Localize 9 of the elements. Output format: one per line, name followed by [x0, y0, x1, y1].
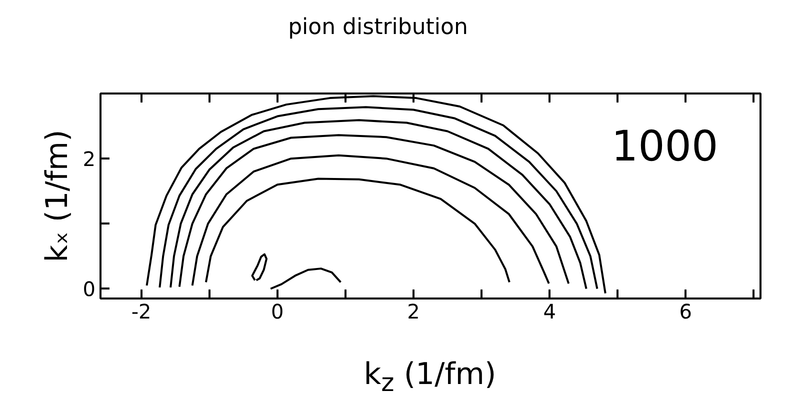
chart-title: pion distribution [288, 14, 468, 42]
y-axis-title: kₓ (1/fm) [40, 130, 75, 262]
x-axis-title: k$_{z}$ (1/fm) [364, 356, 496, 399]
x-tick-label: 0 [271, 300, 284, 324]
x-tick-label: -2 [131, 300, 152, 324]
x-tick-label: 6 [679, 300, 692, 324]
annotation: 1000 [611, 121, 718, 170]
x-tick-label: 4 [543, 300, 556, 324]
x-tick-label: 2 [407, 300, 420, 324]
